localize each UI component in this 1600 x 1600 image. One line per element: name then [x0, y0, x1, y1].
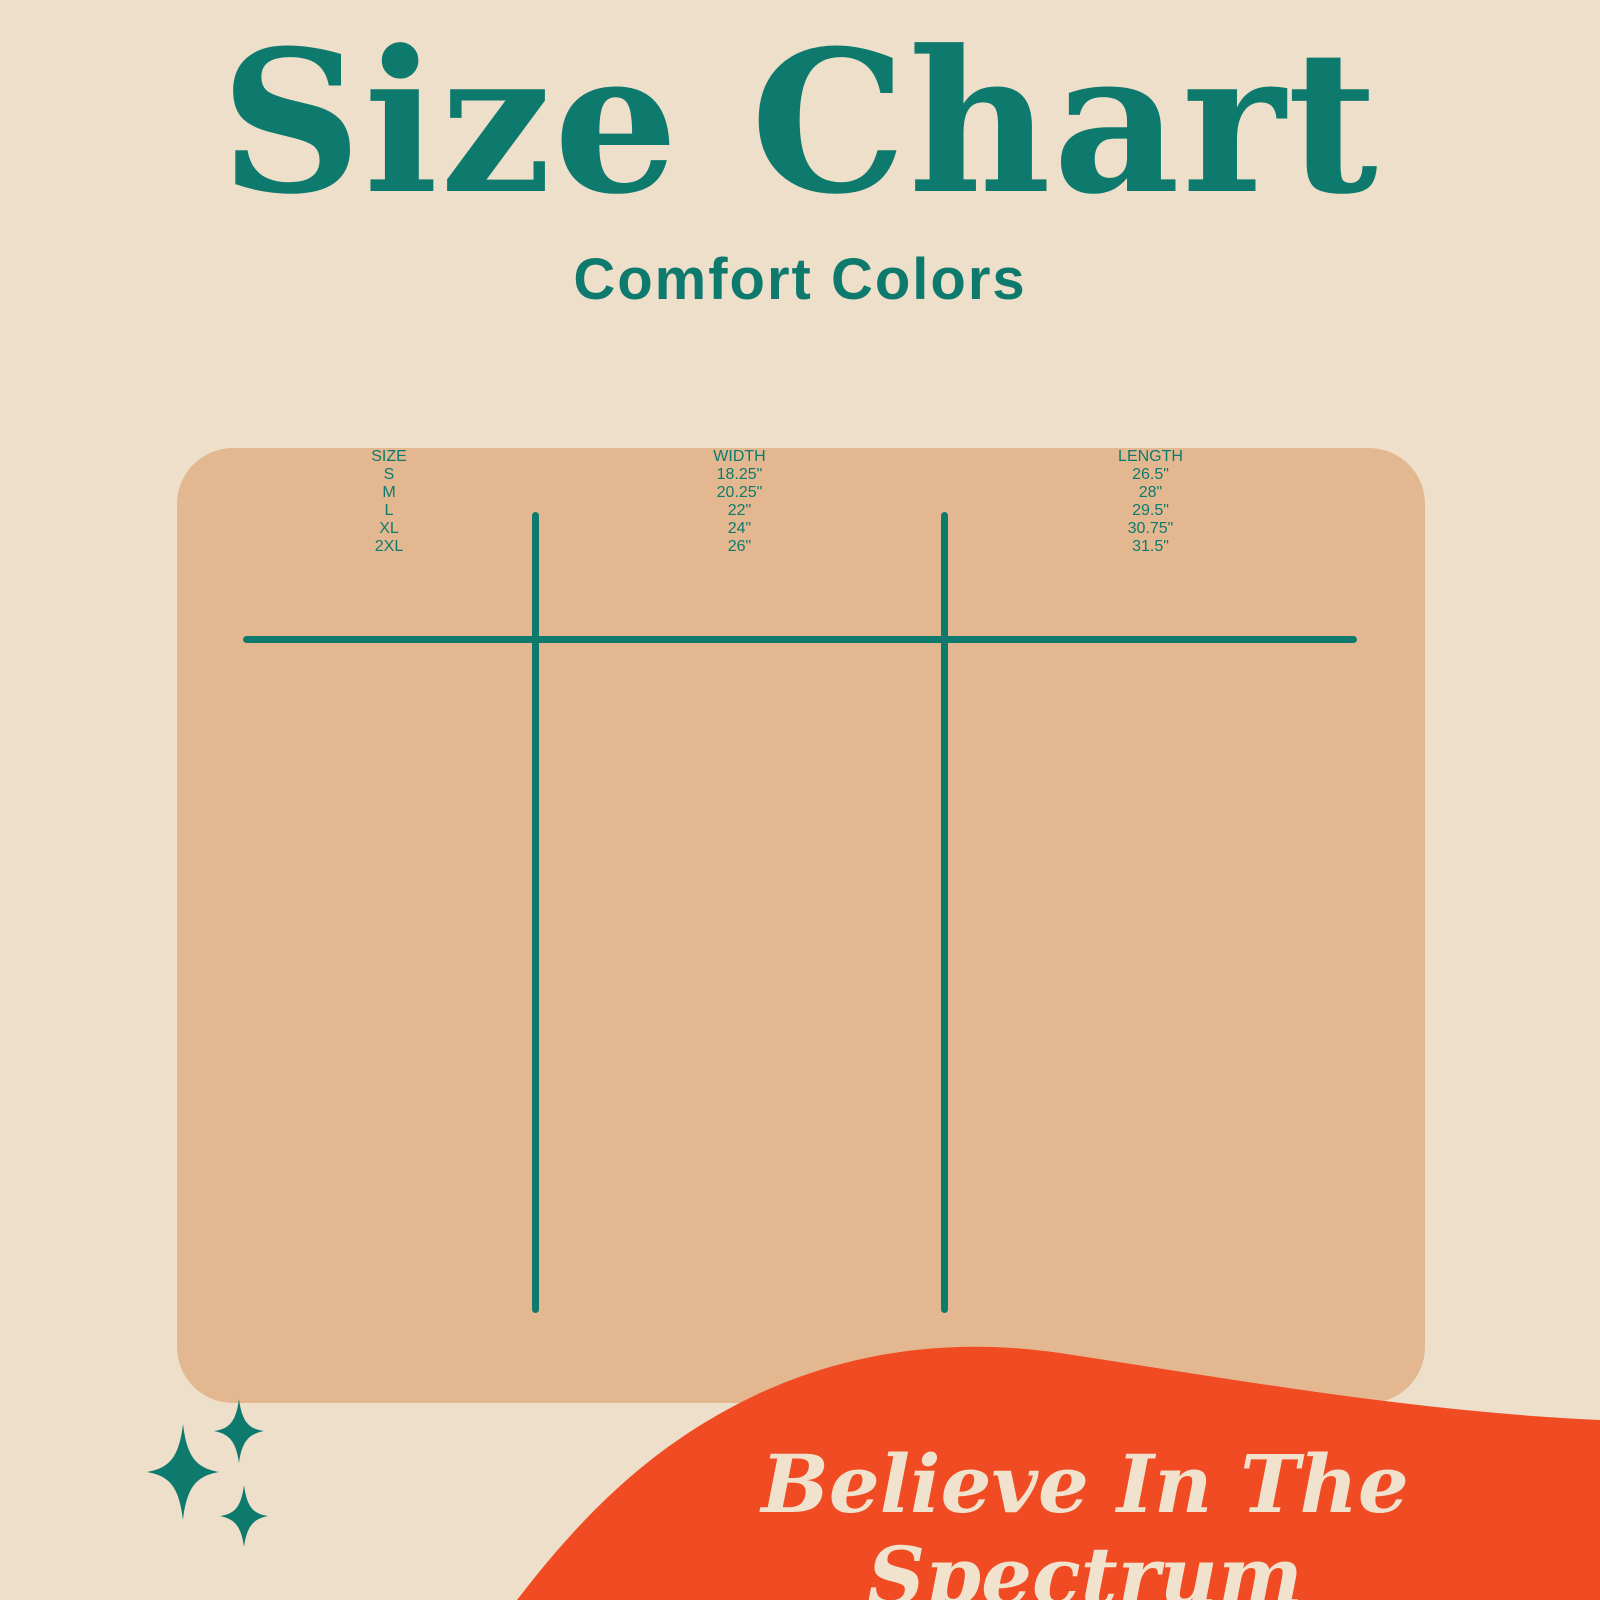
footer-tagline: Believe In The Spectrum	[761, 1437, 1409, 1600]
width-cell: 18.25"	[716, 466, 763, 483]
column-header-width: WIDTH	[713, 448, 766, 465]
width-cell: 26"	[727, 538, 752, 555]
size-table-panel: SIZE WIDTH LENGTH S 18.25" 26.5" M 20.25…	[177, 448, 1425, 1403]
column-header-size: SIZE	[371, 448, 407, 465]
length-cell: 26.5"	[1132, 466, 1169, 483]
size-cell: 2XL	[374, 538, 404, 555]
size-cell: L	[384, 502, 394, 519]
size-cell: S	[383, 466, 395, 483]
width-cell: 22"	[727, 502, 752, 519]
size-cell: M	[382, 484, 396, 501]
length-cell: 29.5"	[1132, 502, 1169, 519]
column-header-length: LENGTH	[1118, 448, 1183, 465]
table-column-divider-1	[532, 512, 539, 1313]
length-cell: 28"	[1138, 484, 1163, 501]
length-cell: 30.75"	[1127, 520, 1174, 537]
table-header-rule	[243, 636, 1357, 643]
width-cell: 20.25"	[716, 484, 763, 501]
size-cell: XL	[379, 520, 399, 537]
length-cell: 31.5"	[1132, 538, 1169, 555]
table-column-divider-2	[941, 512, 948, 1313]
size-table: SIZE WIDTH LENGTH S 18.25" 26.5" M 20.25…	[243, 448, 1357, 556]
brand-subtitle: Comfort Colors	[573, 247, 1027, 312]
width-cell: 24"	[727, 520, 752, 537]
page-title: Size Chart	[220, 8, 1380, 238]
